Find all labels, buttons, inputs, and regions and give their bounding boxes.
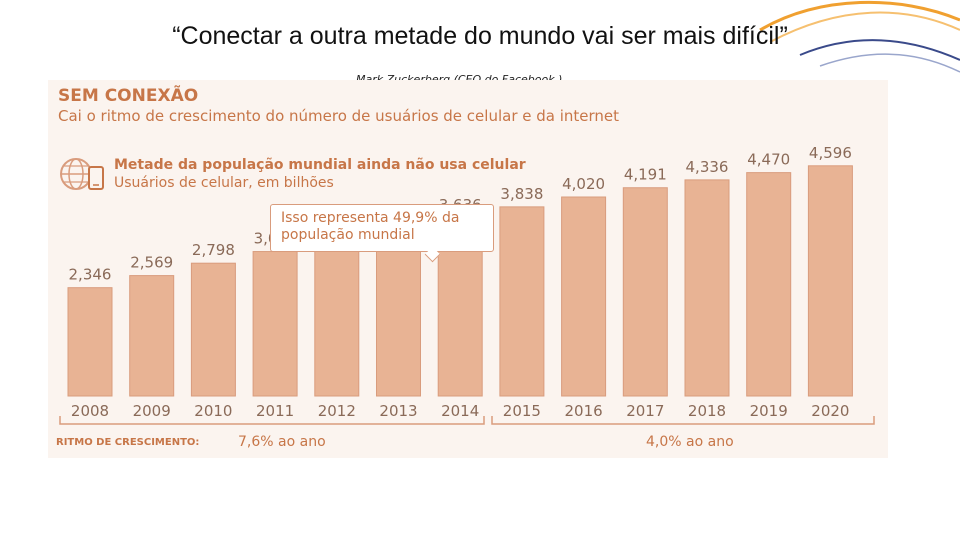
category-label-2016: 2016 [565, 402, 603, 420]
globe-phone-icon [60, 158, 104, 190]
value-label-2017: 4,191 [624, 166, 667, 184]
growth-rate-2015-2020: 4,0% ao ano [646, 434, 734, 450]
bar-2010 [190, 262, 236, 397]
callout-text: Isso representa 49,9% da população mundi… [281, 210, 460, 243]
value-label-2016: 4,020 [562, 175, 605, 193]
category-label-2011: 2011 [256, 402, 294, 420]
infographic: SEM CONEXÃO Cai o ritmo de crescimento d… [48, 80, 888, 458]
category-label-2017: 2017 [626, 402, 664, 420]
growth-bracket-2 [491, 416, 875, 425]
growth-bracket-1 [59, 416, 485, 425]
bar-2011 [252, 251, 298, 397]
growth-rate-2008-2014: 7,6% ao ano [238, 434, 326, 450]
category-label-2009: 2009 [133, 402, 171, 420]
category-label-2013: 2013 [379, 402, 417, 420]
bar-2020 [807, 165, 853, 397]
infographic-subheading: Cai o ritmo de crescimento do número de … [58, 107, 620, 125]
bar-2016 [561, 196, 607, 397]
bar-2015 [499, 206, 545, 397]
category-label-2010: 2010 [194, 402, 232, 420]
category-label-2014: 2014 [441, 402, 479, 420]
value-label-2008: 2,346 [69, 266, 112, 284]
bar-2008 [67, 287, 113, 397]
callout-box: Isso representa 49,9% da população mundi… [270, 204, 494, 263]
category-label-2018: 2018 [688, 402, 726, 420]
bar-2017 [622, 187, 668, 397]
bar-2009 [129, 275, 175, 397]
value-label-2009: 2,569 [130, 254, 173, 272]
slide-quote: “Conectar a outra metade do mundo vai se… [172, 22, 788, 50]
value-label-2020: 4,596 [809, 144, 852, 162]
bar-2013 [376, 226, 421, 397]
value-label-2015: 3,838 [500, 185, 543, 203]
infographic-heading: SEM CONEXÃO [58, 86, 199, 106]
decorative-swoosh [759, 0, 960, 73]
category-label-2015: 2015 [503, 402, 541, 420]
growth-rate-label: RITMO DE CRESCIMENTO: [56, 437, 200, 448]
value-label-2019: 4,470 [747, 151, 790, 169]
category-label-2008: 2008 [71, 402, 109, 420]
bar-chart: 2,34620082,56920092,79820103,01320113,21… [59, 144, 875, 425]
value-label-2018: 4,336 [686, 158, 729, 176]
value-label-2010: 2,798 [192, 241, 235, 259]
chart-subtitle: Usuários de celular, em bilhões [114, 175, 334, 191]
category-label-2012: 2012 [318, 402, 356, 420]
category-label-2020: 2020 [811, 402, 849, 420]
bar-2012 [314, 240, 360, 397]
chart-title: Metade da população mundial ainda não us… [114, 157, 526, 173]
bar-2018 [684, 179, 730, 397]
bar-2019 [746, 172, 792, 397]
category-label-2019: 2019 [750, 402, 788, 420]
